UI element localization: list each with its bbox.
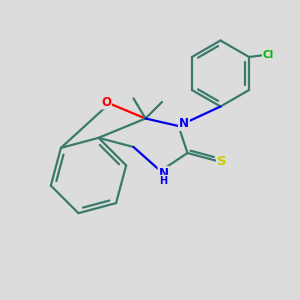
Text: Cl: Cl	[263, 50, 274, 61]
Text: N: N	[158, 167, 169, 180]
Text: H: H	[159, 176, 168, 186]
Text: S: S	[217, 155, 227, 169]
Text: O: O	[101, 95, 111, 109]
Text: N: N	[179, 117, 189, 130]
